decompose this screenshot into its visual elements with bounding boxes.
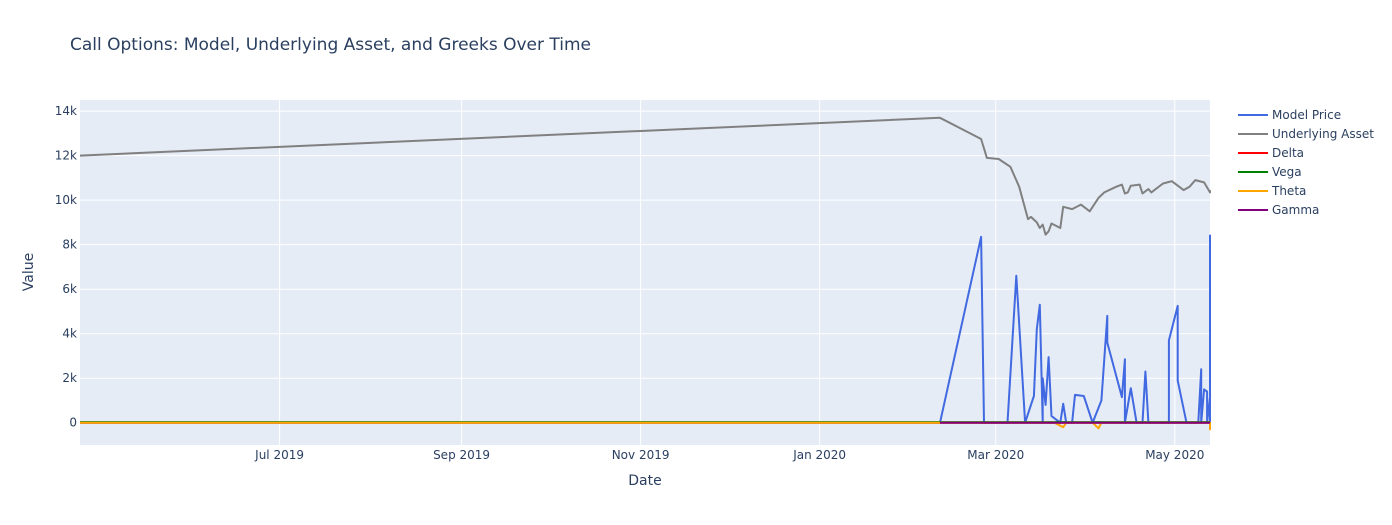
series-line-underlying-asset [79,116,1211,236]
legend-item-delta[interactable]: Delta [1238,146,1304,160]
legend-item-theta[interactable]: Theta [1238,184,1306,198]
x-tick-label: Jul 2019 [254,448,304,462]
y-tick-label: 8k [62,238,77,252]
legend-item-underlying-asset[interactable]: Underlying Asset [1238,127,1374,141]
x-tick-label: May 2020 [1145,448,1204,462]
legend-label: Vega [1272,165,1302,179]
y-tick-label: 0 [69,416,77,430]
plot-background [80,100,1210,445]
grid [80,100,1210,445]
series-line-model-price [80,234,1211,424]
y-axis-label: Value [21,253,37,291]
x-axis-label: Date [628,473,661,489]
legend-label: Gamma [1272,203,1319,217]
legend-item-vega[interactable]: Vega [1238,165,1302,179]
y-tick-label: 4k [62,327,77,341]
legend-label: Theta [1271,184,1306,198]
legend[interactable]: Model Price Underlying Asset Delta Vega Thet… [1238,108,1374,217]
series-line-theta [80,421,1211,431]
y-tick-label: 14k [55,104,77,118]
x-tick-label: Jan 2020 [792,448,846,462]
y-tick-label: 2k [62,371,77,385]
legend-label: Model Price [1272,108,1341,122]
series-layer [79,116,1211,431]
y-tick-label: 12k [55,149,77,163]
legend-label: Underlying Asset [1272,127,1374,141]
legend-item-gamma[interactable]: Gamma [1238,203,1319,217]
legend-label: Delta [1272,146,1304,160]
legend-item-model-price[interactable]: Model Price [1238,108,1341,122]
chart-title: Call Options: Model, Underlying Asset, a… [70,35,591,55]
x-tick-label: Nov 2019 [612,448,670,462]
y-tick-label: 10k [55,193,77,207]
y-tick-label: 6k [62,282,77,296]
x-tick-label: Mar 2020 [967,448,1024,462]
x-tick-label: Sep 2019 [433,448,490,462]
axis-ticks: 0 2k 4k 6k 8k 10k 12k 14k Jul 2019 Sep 2019 Nov 20… [55,104,1205,462]
